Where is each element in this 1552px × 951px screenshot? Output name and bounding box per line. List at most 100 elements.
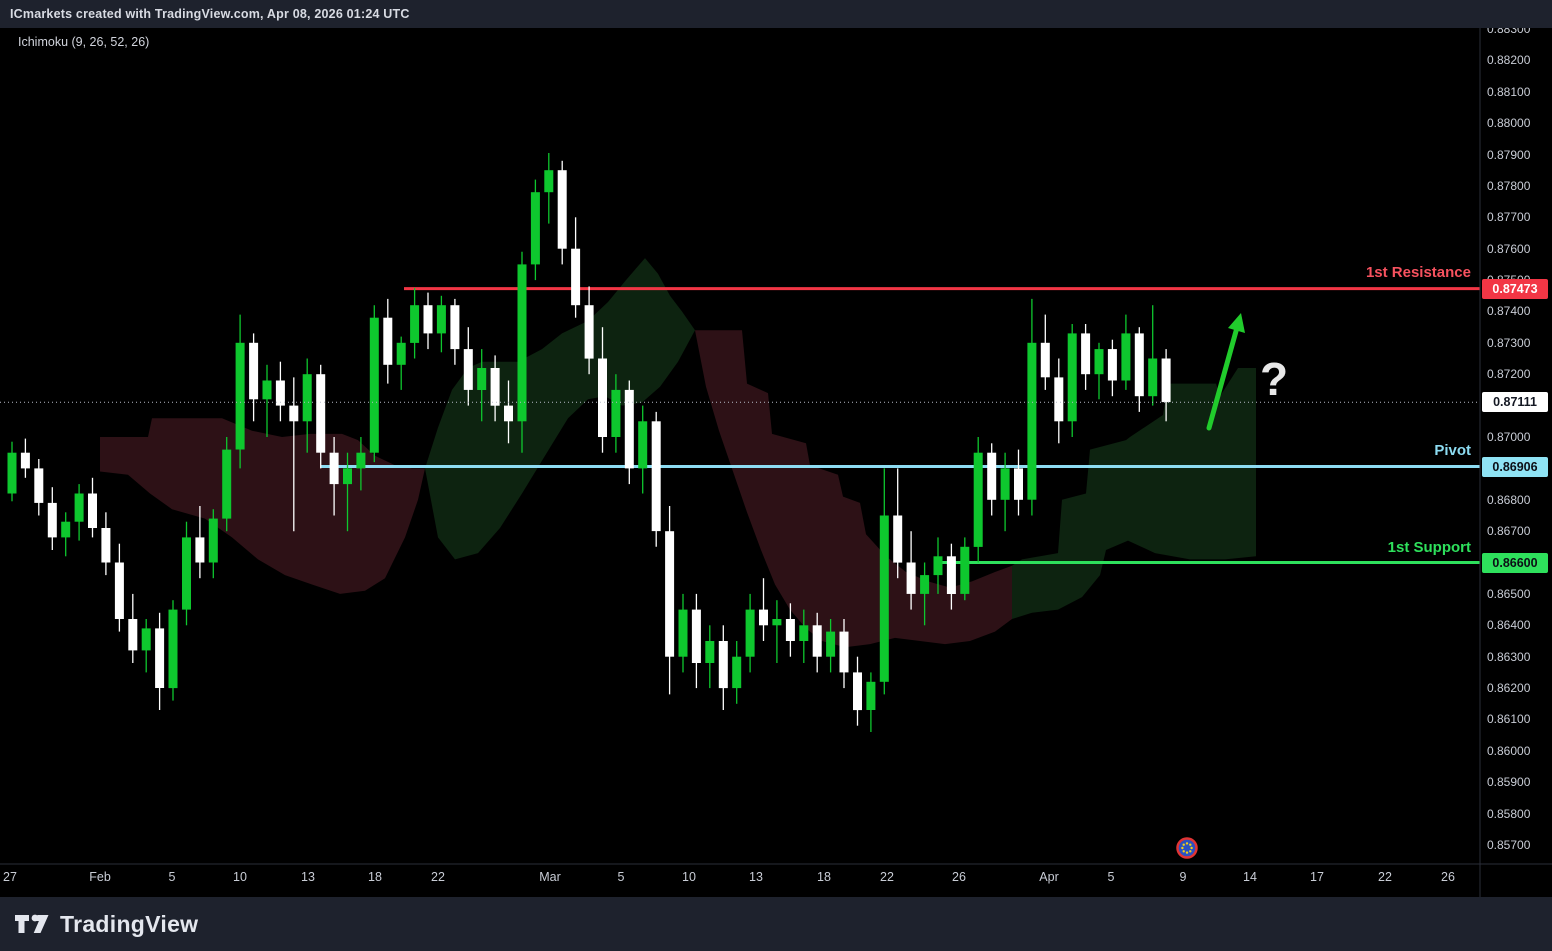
candle	[74, 493, 84, 522]
price-tick: 0.85800	[1487, 807, 1531, 821]
candle	[34, 468, 44, 503]
candle	[128, 619, 138, 651]
watermark-text: ICmarkets created with TradingView.com, …	[10, 7, 410, 21]
candle	[1067, 333, 1077, 422]
price-tick: 0.87000	[1487, 430, 1531, 444]
time-tick: 26	[1441, 870, 1455, 884]
up-arrow-head	[1228, 313, 1245, 333]
resistance-label: 1st Resistance	[1365, 264, 1471, 281]
candle	[1054, 377, 1064, 422]
candle	[114, 562, 124, 619]
candle	[463, 349, 473, 390]
candle	[853, 672, 862, 711]
candle	[651, 421, 661, 532]
candle	[195, 537, 205, 563]
up-arrow-annotation[interactable]	[1206, 321, 1241, 431]
time-axis[interactable]: 27 Feb 5 10 13 18 22 Mar 5 10 13 18 22 26 Apr 5 9 14 17 22 2…	[0, 864, 1480, 897]
candle	[678, 609, 688, 657]
candle	[450, 305, 460, 350]
event-icon-star	[1181, 846, 1184, 850]
price-tick: 0.87900	[1487, 148, 1531, 162]
candle	[490, 368, 500, 406]
candle	[1000, 468, 1010, 500]
time-tick: 13	[301, 870, 315, 884]
pivot-price-badge: 0.86906	[1482, 457, 1548, 477]
candle	[826, 631, 836, 657]
candle	[799, 625, 809, 641]
candle	[141, 628, 151, 651]
candle	[544, 170, 554, 193]
indicator-label[interactable]: Ichimoku (9, 26, 52, 26)	[18, 35, 150, 49]
candle	[249, 342, 259, 400]
economic-event-icon[interactable]	[1176, 837, 1198, 859]
candle	[517, 264, 527, 422]
candle	[718, 641, 728, 689]
candle	[436, 305, 446, 334]
tradingview-brand-text[interactable]: TradingView	[60, 910, 199, 937]
time-tick: Feb	[89, 870, 111, 884]
price-tick: 0.86700	[1487, 524, 1531, 538]
candle	[369, 317, 379, 453]
candle	[316, 374, 326, 453]
price-tick: 0.87800	[1487, 179, 1531, 193]
candle	[906, 562, 916, 594]
event-icon-star	[1185, 851, 1189, 854]
time-tick: 5	[1107, 870, 1115, 884]
candle	[410, 305, 420, 343]
price-tick: 0.86200	[1487, 681, 1531, 695]
candle	[665, 531, 675, 657]
candle	[691, 609, 701, 663]
candle	[598, 358, 607, 437]
support-price-badge: 0.86600	[1482, 553, 1548, 573]
candle	[61, 521, 71, 538]
candle	[182, 537, 191, 610]
price-tick: 0.86500	[1487, 587, 1531, 601]
candle	[611, 389, 621, 437]
time-tick: 18	[368, 870, 382, 884]
candle	[839, 631, 849, 673]
candle	[222, 449, 232, 519]
candle	[1014, 468, 1023, 500]
candle	[987, 452, 997, 500]
candle	[168, 609, 178, 689]
candle	[893, 515, 903, 563]
price-axis[interactable]: 0.88300 0.88200 0.88100 0.88000 0.87900 0.878…	[1480, 0, 1552, 897]
price-tick: 0.88200	[1487, 53, 1531, 67]
candle	[960, 546, 970, 594]
event-icon-star	[1185, 842, 1189, 845]
candle	[557, 170, 567, 249]
candle	[262, 380, 272, 400]
price-tick: 0.86000	[1487, 744, 1531, 758]
watermark-bar: ICmarkets created with TradingView.com, …	[0, 0, 1552, 28]
tradingview-logo-icon	[15, 914, 49, 933]
candle	[289, 405, 299, 422]
candle	[1040, 342, 1050, 378]
time-tick: 13	[749, 870, 763, 884]
event-icon-star	[1189, 843, 1192, 846]
support-label: 1st Support	[1387, 539, 1471, 556]
candle	[1161, 358, 1171, 403]
current-price-badge: 0.87111	[1482, 392, 1548, 412]
candle	[1027, 342, 1037, 500]
candle	[1081, 333, 1091, 375]
time-tick: 26	[952, 870, 966, 884]
ichimoku-cloud-bullish	[425, 258, 695, 560]
candle	[235, 342, 245, 450]
price-tick: 0.87600	[1487, 242, 1531, 256]
candle	[20, 452, 30, 469]
ichimoku-cloud-bearish	[695, 330, 1012, 648]
pivot-label: Pivot	[1434, 442, 1471, 459]
candle	[383, 317, 393, 365]
candle	[275, 380, 285, 406]
time-tick: 10	[233, 870, 247, 884]
candle	[933, 556, 943, 576]
time-tick: 5	[617, 870, 625, 884]
ichimoku-cloud-bullish	[1012, 368, 1256, 619]
candle	[584, 305, 594, 359]
candle	[1121, 333, 1131, 381]
time-tick: 5	[168, 870, 176, 884]
candle	[47, 502, 57, 538]
event-icon-star	[1182, 843, 1185, 846]
